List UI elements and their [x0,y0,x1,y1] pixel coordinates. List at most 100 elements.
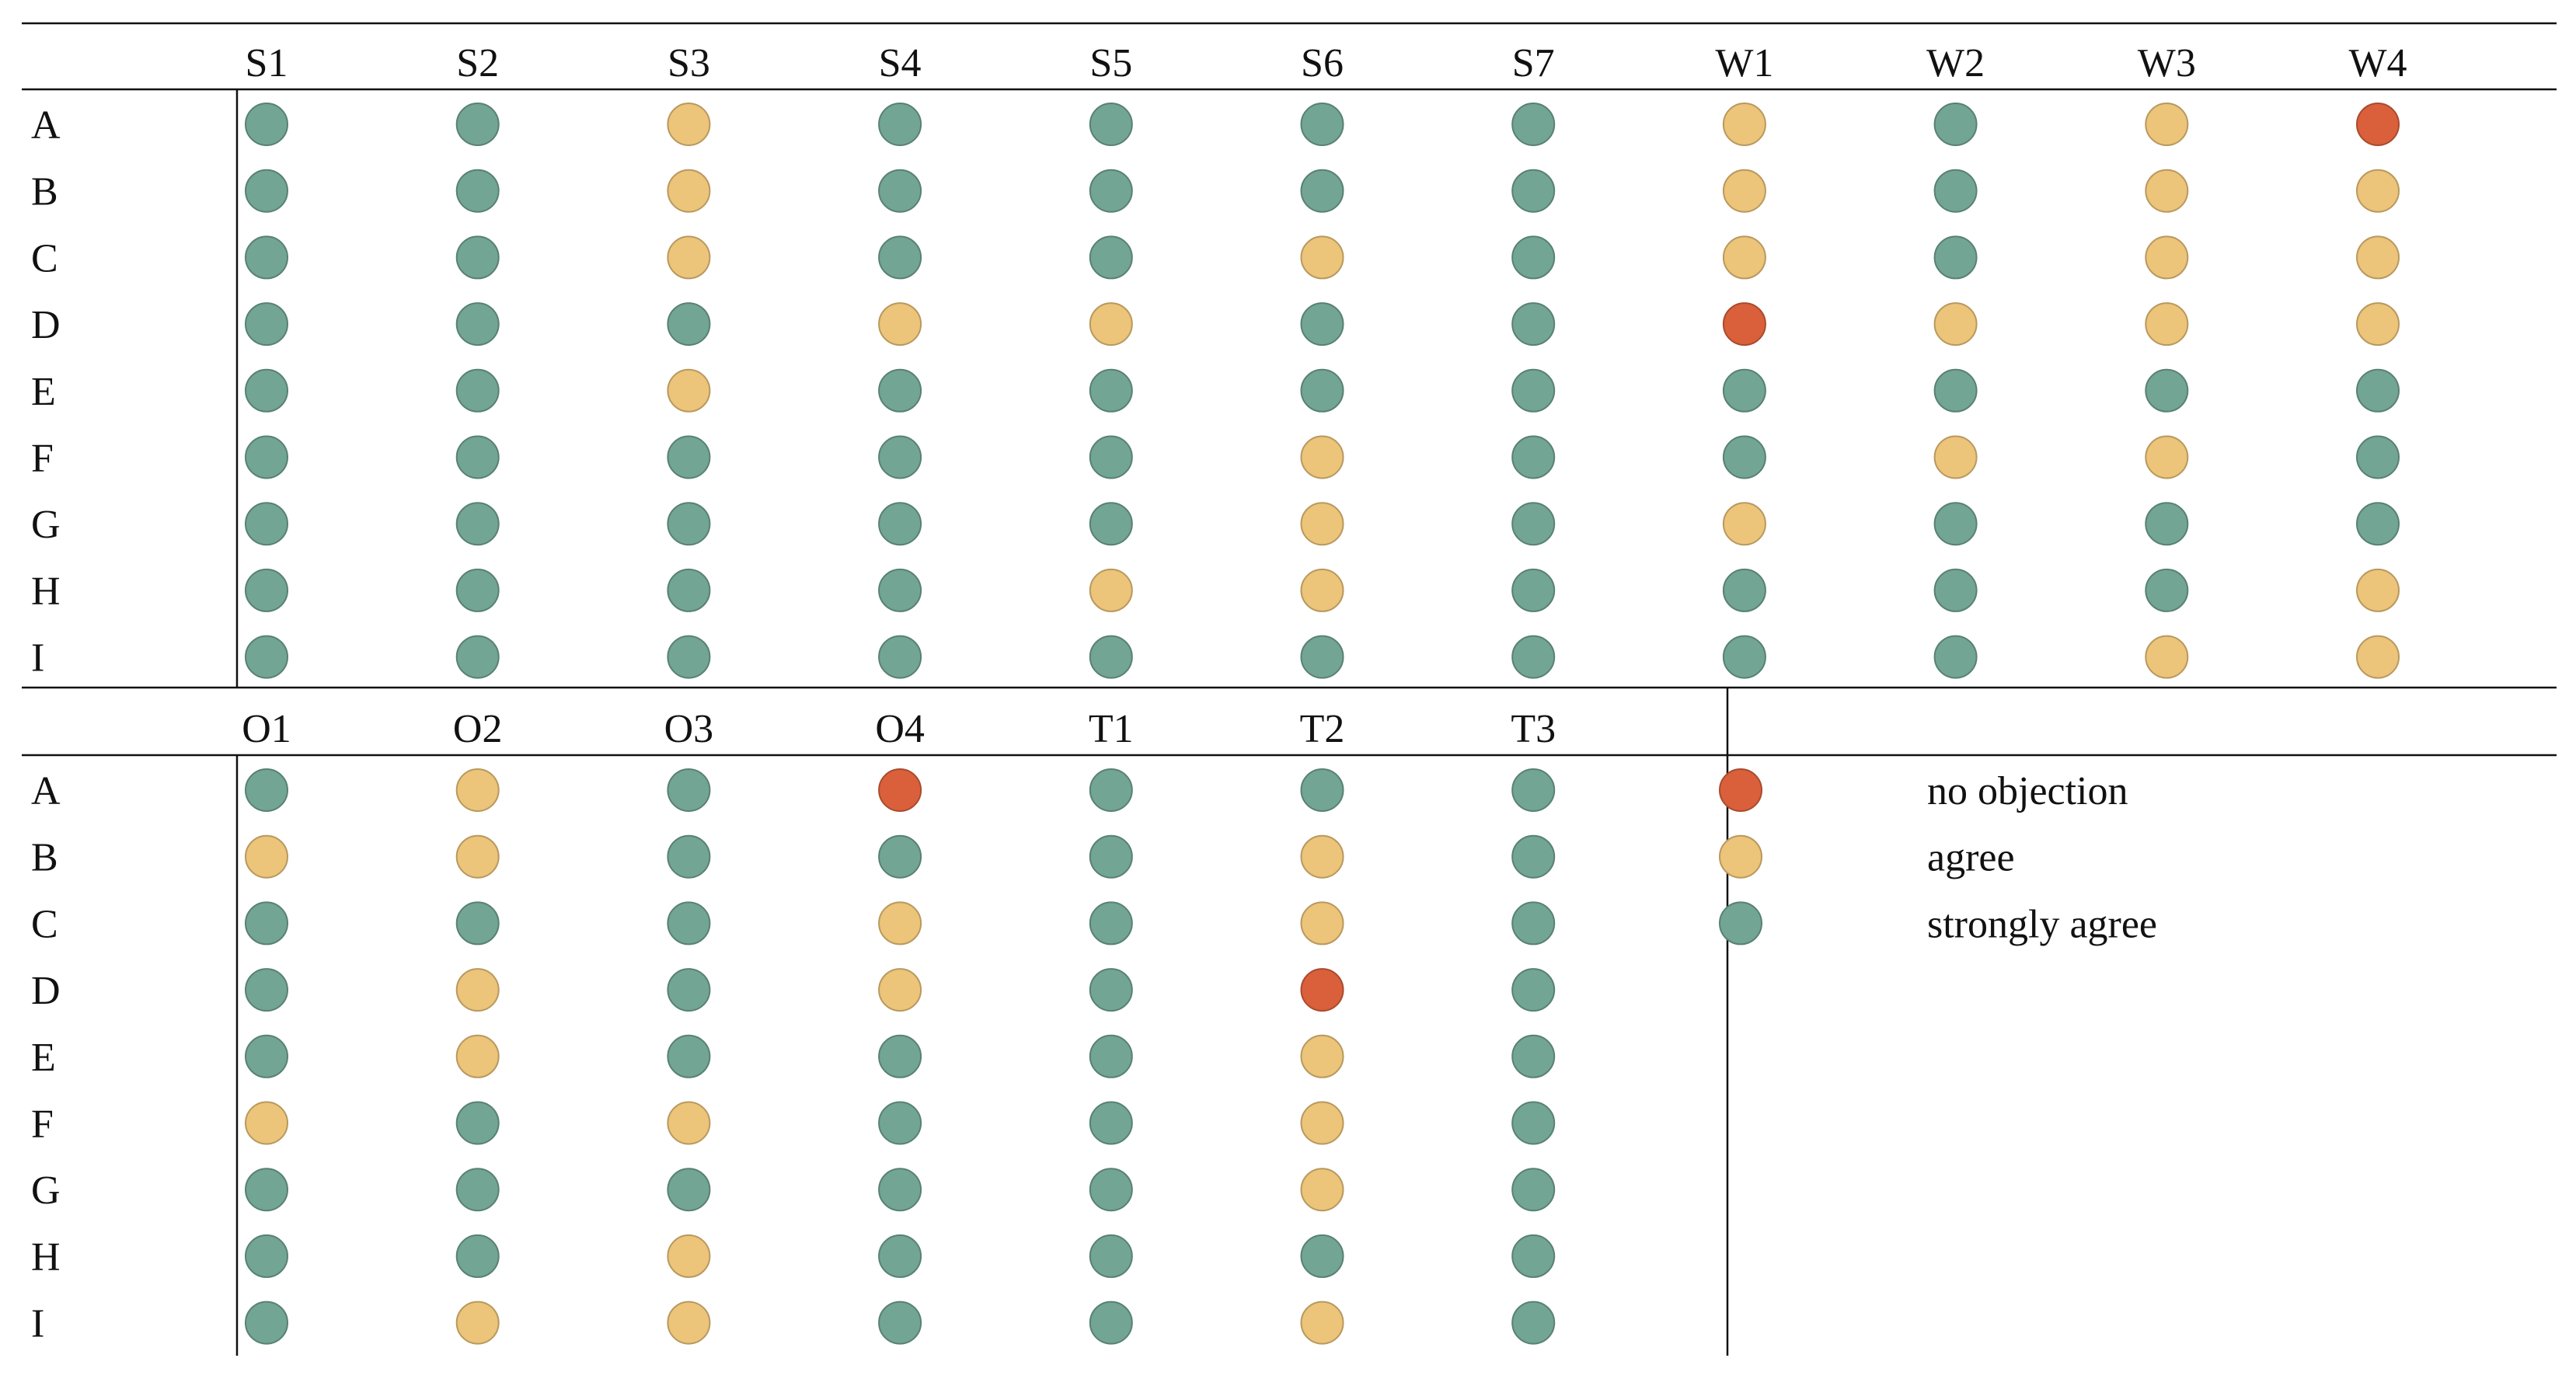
row-label: C [31,902,58,946]
rating-dot [1089,103,1133,146]
row-label: H [31,569,61,614]
rating-dot [878,635,922,679]
rating-dot [1722,635,1766,679]
rating-dot [667,635,711,679]
rating-dot [2356,635,2400,679]
column-header: S7 [1512,41,1555,85]
rating-dot [245,502,288,546]
legend-label: no objection [1927,769,2128,813]
rating-dot [667,302,711,346]
rating-dot [455,568,500,612]
rating-dot [878,302,922,346]
rating-dot [1300,1168,1344,1212]
rating-dot [1089,768,1133,812]
rating-dot [1300,103,1344,146]
rating-dot [455,1301,500,1345]
legend-swatch [1719,901,1762,945]
rating-dot [1511,1101,1556,1145]
rating-dot [245,235,288,280]
rating-dot [455,368,500,413]
rating-dot [1300,834,1344,879]
rating-dot [667,768,711,812]
rating-dot [1511,968,1556,1012]
column-header: O4 [875,707,925,751]
rating-dot [1089,1234,1133,1278]
row-label: I [31,1302,44,1346]
rating-dot [2145,368,2189,413]
rating-dot [1300,901,1344,945]
rating-dot [1089,834,1133,879]
rating-dot [245,834,288,879]
rating-dot [455,1034,500,1078]
rating-dot [245,103,288,146]
rating-dot [1089,502,1133,546]
column-header: S2 [456,41,499,85]
rating-dot [1511,502,1556,546]
rating-dot [1089,235,1133,280]
rating-dot [667,1168,711,1212]
rating-dot [878,1234,922,1278]
rating-dot [1511,169,1556,213]
column-header: T1 [1089,707,1134,751]
rating-dot [1511,901,1556,945]
rating-dot [1511,235,1556,280]
rating-dot [667,834,711,879]
rating-dot [455,1168,500,1212]
rating-dot [455,169,500,213]
rating-dot [2145,502,2189,546]
rating-dot [1933,169,1978,213]
rating-dot [455,968,500,1012]
rating-dot [455,635,500,679]
rating-dot [2145,635,2189,679]
rating-dot [667,103,711,146]
rating-dot [878,1034,922,1078]
legend-swatch [1719,834,1762,879]
row-label: E [31,1036,56,1080]
row-label: H [31,1235,61,1280]
rating-dot [878,169,922,213]
rating-dot [2356,103,2400,146]
rating-dot [1300,435,1344,479]
rating-dot [2145,169,2189,213]
rating-dot [1933,103,1978,146]
rating-dot [245,768,288,812]
rating-dot [1722,302,1766,346]
column-header: O1 [242,707,291,751]
rating-dot [245,1101,288,1145]
rating-dot [245,302,288,346]
row-label: G [31,503,61,547]
rating-dot [1933,635,1978,679]
rating-dot [1511,1168,1556,1212]
rating-dot [667,502,711,546]
row-label: F [31,1102,54,1147]
rating-dot [1089,169,1133,213]
rating-dot [1511,1234,1556,1278]
column-header: S5 [1089,41,1132,85]
rating-dot [1511,435,1556,479]
rating-dot [878,1101,922,1145]
rating-dot [1089,368,1133,413]
rating-dot [1511,368,1556,413]
rating-dot [1089,1168,1133,1212]
rating-dot [2356,235,2400,280]
rating-dot [878,368,922,413]
row-label: G [31,1168,61,1213]
rating-dot [1511,635,1556,679]
row-label: B [31,170,58,214]
rating-dot [245,368,288,413]
rating-dot [455,435,500,479]
rating-dot [878,768,922,812]
rating-dot [1511,103,1556,146]
row-label: A [31,103,61,148]
rating-dot [2356,169,2400,213]
rating-dot [1300,368,1344,413]
rating-dot [1300,1301,1344,1345]
rating-dot [1933,568,1978,612]
row-label: D [31,303,61,347]
rating-dot [1089,1301,1133,1345]
rating-dot [1933,235,1978,280]
rating-dot [455,768,500,812]
row-label: E [31,370,56,414]
rating-dot [2356,568,2400,612]
